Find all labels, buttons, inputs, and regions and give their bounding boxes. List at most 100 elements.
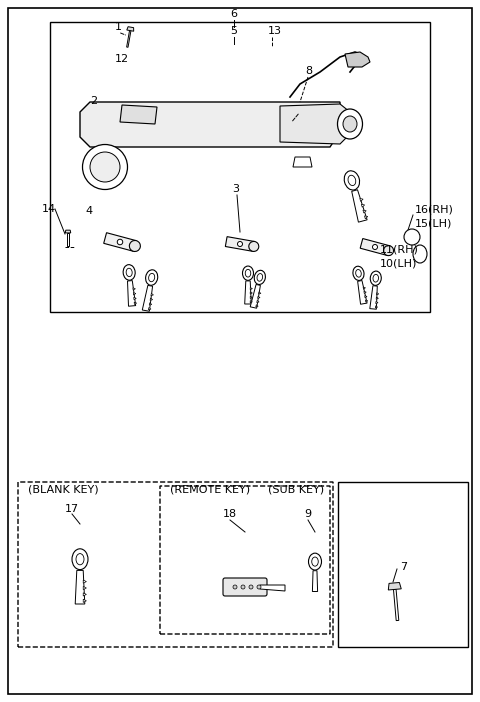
Ellipse shape bbox=[83, 145, 128, 190]
Text: 14: 14 bbox=[42, 204, 56, 214]
Ellipse shape bbox=[76, 554, 84, 565]
Polygon shape bbox=[259, 292, 261, 294]
Text: 12: 12 bbox=[115, 54, 129, 64]
Polygon shape bbox=[258, 296, 260, 298]
Text: 17: 17 bbox=[65, 504, 79, 514]
Ellipse shape bbox=[373, 274, 379, 282]
Ellipse shape bbox=[149, 273, 155, 282]
Ellipse shape bbox=[145, 270, 158, 285]
Ellipse shape bbox=[312, 557, 318, 566]
Polygon shape bbox=[225, 237, 255, 251]
Polygon shape bbox=[128, 281, 136, 306]
Polygon shape bbox=[293, 157, 312, 167]
Polygon shape bbox=[260, 585, 285, 591]
Ellipse shape bbox=[249, 585, 253, 589]
Ellipse shape bbox=[257, 274, 263, 282]
Polygon shape bbox=[83, 580, 86, 583]
Text: 10(LH): 10(LH) bbox=[380, 258, 418, 268]
Polygon shape bbox=[133, 288, 135, 290]
Text: (REMOTE KEY): (REMOTE KEY) bbox=[170, 484, 250, 494]
Polygon shape bbox=[375, 306, 378, 308]
Polygon shape bbox=[360, 239, 390, 256]
Polygon shape bbox=[151, 293, 154, 296]
Polygon shape bbox=[370, 286, 377, 309]
Ellipse shape bbox=[241, 585, 245, 589]
Ellipse shape bbox=[337, 109, 362, 139]
Polygon shape bbox=[352, 190, 367, 222]
Ellipse shape bbox=[249, 241, 259, 251]
Polygon shape bbox=[133, 293, 136, 295]
Polygon shape bbox=[250, 300, 252, 303]
Text: (BLANK KEY): (BLANK KEY) bbox=[28, 484, 98, 494]
Polygon shape bbox=[142, 286, 153, 311]
Polygon shape bbox=[75, 571, 85, 604]
Polygon shape bbox=[256, 305, 258, 307]
Text: 18: 18 bbox=[223, 509, 237, 519]
Polygon shape bbox=[149, 303, 152, 305]
Polygon shape bbox=[134, 302, 137, 305]
Polygon shape bbox=[150, 298, 153, 300]
Ellipse shape bbox=[242, 266, 253, 280]
Polygon shape bbox=[250, 296, 252, 298]
Ellipse shape bbox=[233, 585, 237, 589]
Polygon shape bbox=[363, 287, 365, 289]
Text: 7: 7 bbox=[400, 562, 407, 572]
Polygon shape bbox=[245, 281, 252, 304]
Ellipse shape bbox=[356, 270, 361, 277]
Polygon shape bbox=[65, 230, 71, 233]
Text: 13: 13 bbox=[268, 26, 282, 36]
Text: 4: 4 bbox=[85, 206, 92, 216]
Polygon shape bbox=[104, 232, 136, 251]
Ellipse shape bbox=[372, 244, 377, 249]
Ellipse shape bbox=[123, 265, 135, 280]
Text: 5: 5 bbox=[230, 26, 238, 36]
Polygon shape bbox=[68, 233, 69, 246]
Polygon shape bbox=[83, 586, 86, 590]
Polygon shape bbox=[365, 300, 368, 302]
Text: 8: 8 bbox=[305, 66, 312, 76]
Bar bbox=[50, 22, 430, 312]
FancyBboxPatch shape bbox=[223, 578, 267, 596]
Polygon shape bbox=[134, 298, 136, 300]
Polygon shape bbox=[376, 297, 378, 299]
Bar bbox=[338, 482, 468, 647]
Polygon shape bbox=[312, 571, 318, 592]
Polygon shape bbox=[250, 284, 260, 308]
Ellipse shape bbox=[126, 268, 132, 277]
Polygon shape bbox=[363, 210, 366, 213]
Text: 16(RH): 16(RH) bbox=[415, 204, 454, 214]
Ellipse shape bbox=[117, 239, 123, 245]
Polygon shape bbox=[127, 27, 134, 31]
Polygon shape bbox=[83, 592, 86, 596]
Polygon shape bbox=[280, 104, 350, 144]
Ellipse shape bbox=[344, 171, 360, 190]
Ellipse shape bbox=[384, 246, 394, 256]
Ellipse shape bbox=[343, 116, 357, 132]
Ellipse shape bbox=[257, 585, 261, 589]
Ellipse shape bbox=[370, 271, 381, 286]
Polygon shape bbox=[394, 589, 399, 621]
Polygon shape bbox=[376, 293, 379, 295]
Polygon shape bbox=[257, 300, 259, 303]
Text: 2: 2 bbox=[90, 96, 97, 106]
Text: 11(RH): 11(RH) bbox=[380, 245, 419, 255]
Polygon shape bbox=[364, 216, 368, 219]
Ellipse shape bbox=[413, 245, 427, 263]
Polygon shape bbox=[250, 288, 252, 290]
Polygon shape bbox=[365, 296, 367, 298]
Text: 1: 1 bbox=[115, 22, 122, 32]
Polygon shape bbox=[120, 105, 157, 124]
Polygon shape bbox=[345, 52, 370, 67]
Text: (SUB KEY): (SUB KEY) bbox=[268, 484, 324, 494]
Polygon shape bbox=[376, 301, 378, 304]
Ellipse shape bbox=[404, 229, 420, 245]
Polygon shape bbox=[360, 199, 363, 201]
Ellipse shape bbox=[309, 553, 322, 570]
Ellipse shape bbox=[72, 549, 88, 569]
Ellipse shape bbox=[353, 266, 364, 280]
Ellipse shape bbox=[348, 176, 356, 185]
Ellipse shape bbox=[90, 152, 120, 182]
Text: 6: 6 bbox=[230, 9, 238, 19]
Ellipse shape bbox=[130, 241, 140, 251]
Polygon shape bbox=[80, 102, 340, 147]
